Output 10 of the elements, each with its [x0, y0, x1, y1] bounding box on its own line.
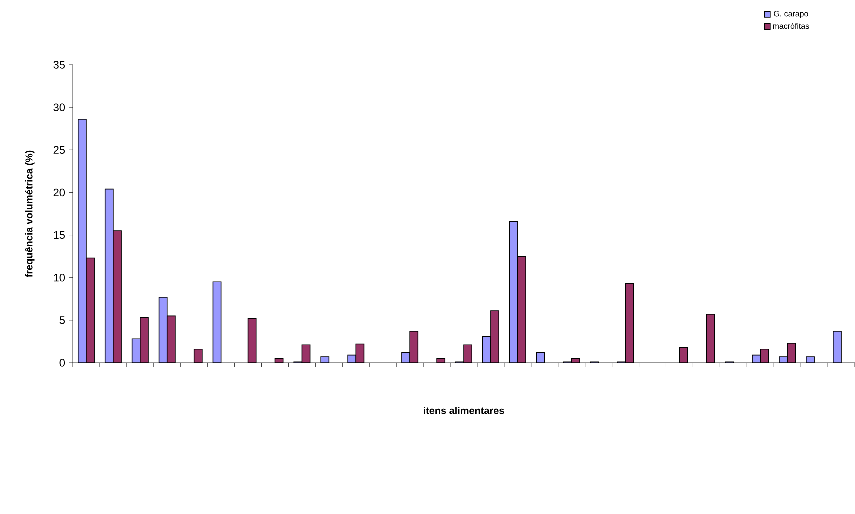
- y-tick-label: 0: [60, 359, 66, 367]
- y-tick-label: 5: [60, 316, 66, 324]
- y-tick-label: 30: [54, 104, 66, 112]
- y-tick-label: 15: [54, 231, 66, 240]
- y-tick-label: 10: [54, 274, 66, 282]
- y-tick-label: 20: [54, 188, 66, 197]
- y-tick-label: 25: [54, 146, 66, 154]
- y-axis-title: frequência volumétrica (%): [25, 150, 35, 278]
- x-axis-title: itens alimentares: [424, 407, 504, 414]
- y-tick-label: 35: [54, 61, 66, 69]
